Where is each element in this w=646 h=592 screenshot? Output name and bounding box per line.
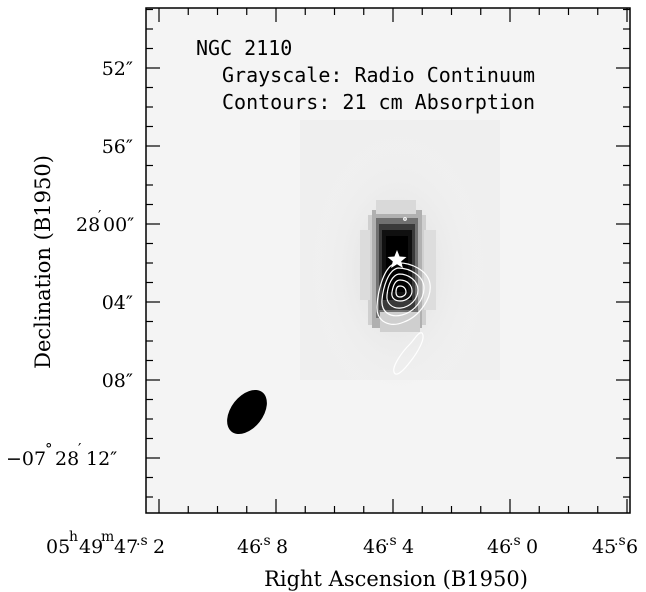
svg-text:4: 4: [402, 536, 414, 558]
plot-frame: [145, 7, 631, 514]
annotation-line-2: Grayscale: Radio Continuum: [222, 63, 535, 87]
svg-text:46: 46: [487, 536, 511, 558]
svg-text:h: h: [69, 529, 78, 545]
svg-text:′: ′: [98, 207, 102, 225]
x-axis-title: Right Ascension (B1950): [264, 567, 528, 591]
contour-dot: [403, 217, 407, 221]
continuum-core: [360, 200, 436, 332]
svg-text:2: 2: [153, 536, 165, 558]
svg-text:00″: 00″: [103, 214, 134, 236]
contour-5: [395, 285, 407, 298]
svg-text:m: m: [101, 529, 114, 545]
contour-3: [386, 273, 419, 309]
contour-2: [381, 267, 425, 317]
annotation-line-3: Contours: 21 cm Absorption: [222, 90, 535, 114]
svg-text:.s: .s: [259, 533, 271, 549]
svg-text:−07: −07: [6, 448, 46, 470]
beam-ellipse: [227, 389, 267, 435]
contour-tail: [393, 332, 424, 375]
axis-ticks: [146, 8, 630, 513]
svg-text:45: 45: [592, 536, 616, 558]
y-tick-label-56: 56″: [102, 136, 133, 158]
contour-4: [391, 279, 413, 302]
svg-text:.s: .s: [509, 533, 521, 549]
y-tick-label-52: 52″: [102, 58, 133, 80]
annotation-line-1: NGC 2110: [196, 36, 292, 60]
x-tick-label-46-8: 46 .s 8: [237, 533, 288, 558]
svg-text:46: 46: [237, 536, 261, 558]
y-tick-label-08: 08″: [102, 370, 133, 392]
svg-text:0: 0: [526, 536, 538, 558]
svg-text:6: 6: [626, 536, 638, 558]
y-tick-label-neg07-28-12: −07 ° 28 ′ 12″: [6, 440, 117, 470]
contour-outer: [376, 262, 431, 325]
svg-text:.s: .s: [385, 533, 397, 549]
svg-text:47: 47: [114, 536, 138, 558]
nucleus-star-marker: [387, 250, 407, 268]
svg-text:.s: .s: [614, 533, 626, 549]
svg-text:28: 28: [76, 214, 100, 236]
x-tick-label-47-2: 05 h 49 m 47 .s 2: [46, 529, 165, 558]
svg-text:28: 28: [55, 448, 79, 470]
y-axis-title: Declination (B1950): [31, 155, 55, 369]
svg-text:49: 49: [79, 536, 103, 558]
y-tick-label-04: 04″: [102, 292, 133, 314]
x-tick-label-46-4: 46 .s 4: [363, 533, 414, 558]
x-tick-label-46-0: 46 .s 0: [487, 533, 538, 558]
svg-text:′: ′: [78, 440, 82, 458]
absorption-contours: [376, 217, 431, 375]
svg-text:°: °: [45, 440, 53, 458]
svg-text:12″: 12″: [86, 448, 117, 470]
y-tick-label-28-00: 28 ′ 00″: [76, 207, 134, 236]
svg-text:.s: .s: [136, 533, 148, 549]
svg-text:8: 8: [276, 536, 288, 558]
svg-text:46: 46: [363, 536, 387, 558]
svg-text:05: 05: [46, 536, 70, 558]
x-tick-label-45-6: 45 .s 6: [592, 533, 638, 558]
